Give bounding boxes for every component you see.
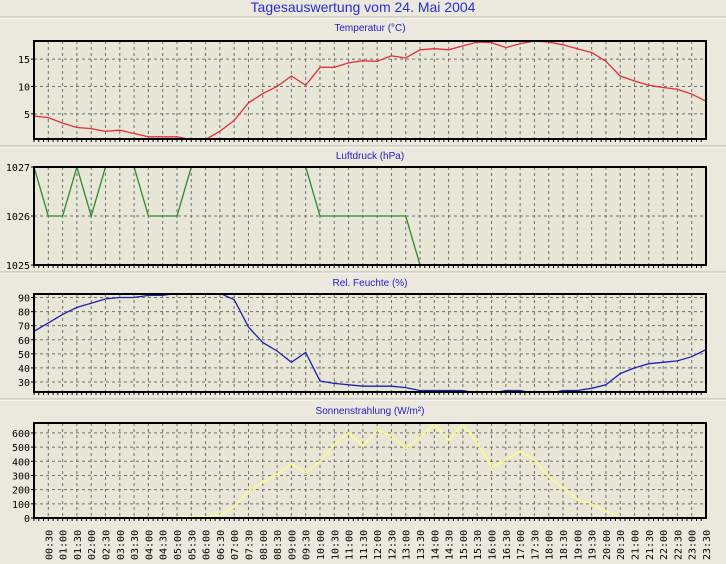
x-tick-label: 14:30 bbox=[445, 530, 456, 560]
y-tick-label: 0 bbox=[24, 514, 30, 525]
x-tick-label: 03:00 bbox=[116, 530, 127, 560]
page-title: Tagesauswertung vom 24. Mai 2004 bbox=[250, 0, 476, 15]
x-tick-label: 15:00 bbox=[459, 530, 470, 560]
x-tick-label: 05:30 bbox=[187, 530, 198, 560]
x-tick-label: 20:00 bbox=[602, 530, 613, 560]
subplot-4: Sonnenstrahlung (W/m²) 0 100 200 300 400 500 60… bbox=[12, 406, 707, 525]
subplot-title: Rel. Feuchte (%) bbox=[332, 278, 407, 289]
x-tick-label: 07:00 bbox=[230, 530, 241, 560]
y-tick-label: 60 bbox=[18, 336, 30, 347]
x-tick-label: 09:00 bbox=[287, 530, 298, 560]
x-tick-label: 04:00 bbox=[144, 530, 155, 560]
plot-background bbox=[34, 41, 706, 139]
x-tick-label: 11:00 bbox=[345, 530, 356, 560]
y-tick-label: 5 bbox=[24, 110, 30, 121]
y-tick-label: 40 bbox=[18, 364, 30, 375]
plot-frame bbox=[33, 293, 707, 393]
x-tick-label: 16:00 bbox=[488, 530, 499, 560]
x-tick-label: 06:00 bbox=[202, 530, 213, 560]
subplot-title: Sonnenstrahlung (W/m²) bbox=[316, 406, 425, 417]
x-tick-label: 02:00 bbox=[87, 530, 98, 560]
x-tick-label: 12:00 bbox=[373, 530, 384, 560]
y-tick-label: 90 bbox=[18, 294, 30, 305]
x-tick-label: 13:30 bbox=[416, 530, 427, 560]
x-tick-label: 06:30 bbox=[216, 530, 227, 560]
x-tick-label: 17:30 bbox=[530, 530, 541, 560]
x-tick-label: 15:30 bbox=[473, 530, 484, 560]
x-tick-label: 22:30 bbox=[673, 530, 684, 560]
y-tick-label: 80 bbox=[18, 308, 30, 319]
x-tick-label: 13:00 bbox=[402, 530, 413, 560]
x-tick-label: 01:00 bbox=[59, 530, 70, 560]
x-tick-label: 16:30 bbox=[502, 530, 513, 560]
series-line bbox=[34, 41, 706, 139]
x-tick-label: 17:00 bbox=[516, 530, 527, 560]
subplot-title: Luftdruck (hPa) bbox=[336, 151, 404, 162]
y-tick-label: 400 bbox=[12, 457, 30, 468]
subplot-title: Temperatur (°C) bbox=[334, 23, 405, 34]
x-tick-label: 23:00 bbox=[688, 530, 699, 560]
series-line bbox=[34, 294, 706, 392]
x-tick-label: 20:30 bbox=[616, 530, 627, 560]
subplot-3: Rel. Feuchte (%) 30 40 50 60 70 80 90 bbox=[18, 278, 707, 395]
x-tick-label: 21:00 bbox=[631, 530, 642, 560]
y-tick-label: 600 bbox=[12, 429, 30, 440]
x-tick-label: 08:00 bbox=[259, 530, 270, 560]
plot-frame bbox=[33, 166, 707, 266]
x-tick-label: 12:30 bbox=[387, 530, 398, 560]
x-tick-label: 23:30 bbox=[702, 530, 713, 560]
x-tick-label: 08:30 bbox=[273, 530, 284, 560]
series-line bbox=[34, 167, 706, 265]
plot-frame bbox=[33, 422, 707, 519]
x-tick-label: 10:00 bbox=[316, 530, 327, 560]
x-tick-label: 19:30 bbox=[588, 530, 599, 560]
x-tick-label: 18:30 bbox=[559, 530, 570, 560]
y-tick-label: 15 bbox=[18, 55, 30, 66]
plot-background bbox=[34, 294, 706, 392]
y-tick-label: 30 bbox=[18, 378, 30, 389]
y-tick-label: 300 bbox=[12, 471, 30, 482]
x-tick-label: 01:30 bbox=[73, 530, 84, 560]
y-tick-label: 200 bbox=[12, 486, 30, 497]
y-tick-label: 1027 bbox=[6, 163, 30, 174]
x-tick-label: 10:30 bbox=[330, 530, 341, 560]
x-tick-label: 03:30 bbox=[130, 530, 141, 560]
subplot-1: Temperatur (°C) 5 10 15 bbox=[18, 23, 707, 142]
x-tick-label: 22:00 bbox=[659, 530, 670, 560]
y-tick-label: 10 bbox=[18, 82, 30, 93]
plot-frame bbox=[33, 40, 707, 140]
x-tick-label: 19:00 bbox=[573, 530, 584, 560]
y-tick-label: 1026 bbox=[6, 212, 30, 223]
x-tick-label: 18:00 bbox=[545, 530, 556, 560]
x-tick-label: 04:30 bbox=[159, 530, 170, 560]
x-tick-label: 07:30 bbox=[244, 530, 255, 560]
x-tick-label: 09:30 bbox=[302, 530, 313, 560]
series-line bbox=[34, 423, 706, 518]
x-tick-label: 05:00 bbox=[173, 530, 184, 560]
y-tick-label: 70 bbox=[18, 322, 30, 333]
x-tick-label: 00:30 bbox=[44, 530, 55, 560]
x-tick-label: 02:30 bbox=[101, 530, 112, 560]
y-tick-label: 50 bbox=[18, 350, 30, 361]
y-tick-label: 100 bbox=[12, 500, 30, 511]
x-tick-label: 21:30 bbox=[645, 530, 656, 560]
y-tick-label: 1025 bbox=[6, 261, 30, 272]
y-tick-label: 500 bbox=[12, 443, 30, 454]
x-tick-label: 14:00 bbox=[430, 530, 441, 560]
x-tick-label: 11:30 bbox=[359, 530, 370, 560]
subplot-2: Luftdruck (hPa) 1025 1026 1027 bbox=[6, 151, 707, 272]
